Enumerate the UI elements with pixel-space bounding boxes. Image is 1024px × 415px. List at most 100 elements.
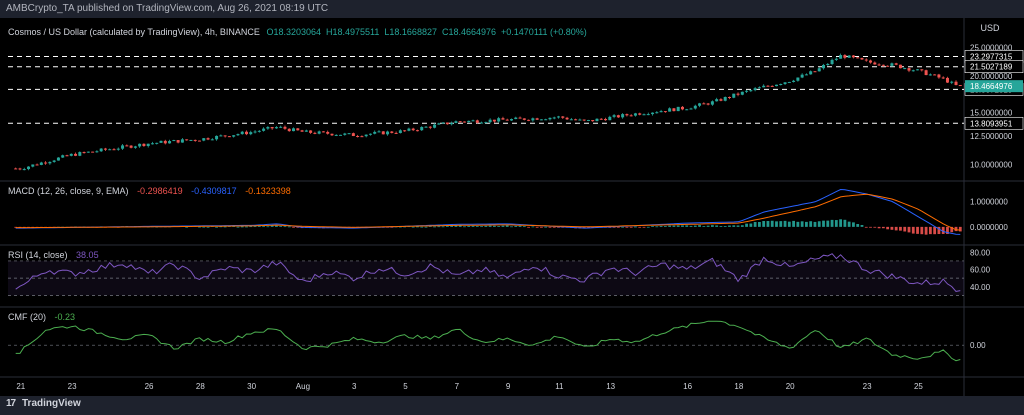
macd-histogram-bar: [198, 226, 201, 228]
symbol-name: Cosmos / US Dollar (calculated by Tradin…: [8, 27, 260, 37]
macd-signal-value: -0.4309817: [191, 186, 237, 196]
macd-histogram-bar: [693, 225, 697, 227]
macd-histogram-bar: [676, 225, 680, 227]
macd-histogram-bar: [646, 226, 650, 228]
macd-histogram-bar: [928, 226, 932, 235]
candle-body: [552, 117, 556, 119]
macd-histogram-bar: [467, 225, 471, 227]
candle-body: [86, 151, 90, 153]
macd-histogram-bar: [732, 225, 736, 227]
candle-body: [710, 101, 714, 105]
candle-body: [817, 68, 821, 72]
candle-body: [775, 84, 778, 87]
candle-body: [689, 108, 693, 110]
macd-histogram-bar: [941, 226, 945, 234]
candle-body: [210, 139, 214, 141]
candle-body: [146, 143, 150, 147]
candle-body: [159, 140, 163, 143]
candle-body: [539, 119, 543, 121]
macd-histogram-bar: [223, 226, 227, 228]
candle-body: [822, 64, 826, 69]
candle-body: [958, 85, 962, 87]
macd-histogram-bar: [484, 225, 488, 227]
candle-body: [792, 80, 796, 82]
candle-body: [920, 69, 924, 71]
trading-chart[interactable]: 23.297731521.502718918.007231913.8093951…: [0, 18, 1024, 396]
macd-histogram-bar: [839, 219, 843, 227]
price-tick-label: 25.0000000: [970, 43, 1013, 52]
macd-histogram-bar: [441, 226, 445, 228]
candle-body: [253, 131, 257, 133]
candle-body: [197, 140, 201, 142]
candle-body: [928, 74, 932, 76]
candle-body: [467, 120, 471, 123]
candle-body: [693, 105, 697, 109]
time-tick-label: 5: [403, 382, 408, 391]
candle-body: [411, 128, 415, 131]
candle-body: [501, 118, 505, 120]
candle-body: [82, 152, 86, 154]
macd-histogram-bar: [958, 226, 962, 232]
candle-body: [150, 143, 154, 145]
candle-body: [578, 119, 582, 121]
candle-body: [916, 69, 920, 71]
macd-histogram-bar: [672, 225, 676, 227]
candle-body: [621, 114, 625, 118]
macd-histogram-bar: [475, 226, 479, 227]
macd-histogram-bar: [403, 226, 407, 228]
macd-histogram-bar: [185, 226, 189, 228]
macd-histogram-bar: [710, 225, 714, 227]
macd-histogram-bar: [454, 225, 458, 227]
candle-body: [368, 133, 372, 135]
symbol-legend: Cosmos / US Dollar (calculated by Tradin…: [8, 27, 587, 37]
macd-histogram-bar: [219, 226, 223, 228]
candle-body: [138, 143, 142, 147]
macd-histogram-bar: [544, 226, 548, 228]
macd-histogram-bar: [681, 225, 684, 227]
candle-body: [672, 108, 676, 112]
candle-body: [189, 139, 193, 141]
candle-body: [155, 142, 159, 144]
candle-body: [591, 120, 595, 122]
macd-histogram-bar: [292, 226, 295, 228]
candle-body: [723, 97, 727, 101]
macd-histogram-bar: [420, 226, 424, 228]
level-tag: [964, 116, 1024, 130]
candle-body: [514, 117, 518, 120]
macd-value: -0.2986419: [137, 186, 183, 196]
time-tick-label: 26: [145, 382, 154, 391]
macd-histogram-bar: [437, 226, 441, 228]
candle-body: [565, 117, 569, 120]
candle-body: [903, 68, 907, 70]
macd-histogram-bar: [296, 226, 300, 228]
current-price-label: 18.4664976: [970, 82, 1013, 91]
candle-body: [745, 90, 749, 92]
cmf-legend: CMF (20) -0.23: [8, 312, 75, 322]
macd-histogram-bar: [877, 226, 881, 229]
candle-body: [364, 134, 368, 137]
macd-histogram-bar: [488, 225, 492, 227]
candle-body: [569, 119, 573, 121]
macd-histogram-bar: [728, 225, 731, 227]
macd-histogram-bar: [548, 226, 552, 228]
candle-body: [586, 120, 590, 122]
macd-histogram-bar: [510, 226, 513, 228]
time-tick-label: 16: [683, 382, 692, 391]
candle-body: [740, 91, 744, 95]
candle-body: [843, 55, 847, 58]
tradingview-logo[interactable]: 17 TradingView: [6, 398, 81, 409]
macd-histogram-bar: [719, 226, 723, 227]
candle-body: [39, 162, 43, 165]
ohlc-change: +0.1470111 (+0.80%): [501, 27, 587, 37]
candle-body: [753, 88, 757, 91]
time-tick-label: 3: [352, 382, 357, 391]
candle-body: [433, 124, 437, 128]
publish-line: AMBCrypto_TA published on TradingView.co…: [6, 3, 329, 14]
candle-body: [99, 148, 103, 152]
macd-histogram-bar: [625, 226, 629, 228]
macd-histogram-bar: [433, 226, 436, 228]
candle-body: [783, 82, 787, 84]
candle-body: [651, 112, 655, 115]
macd-histogram-bar: [869, 226, 872, 228]
candle-body: [279, 126, 283, 128]
